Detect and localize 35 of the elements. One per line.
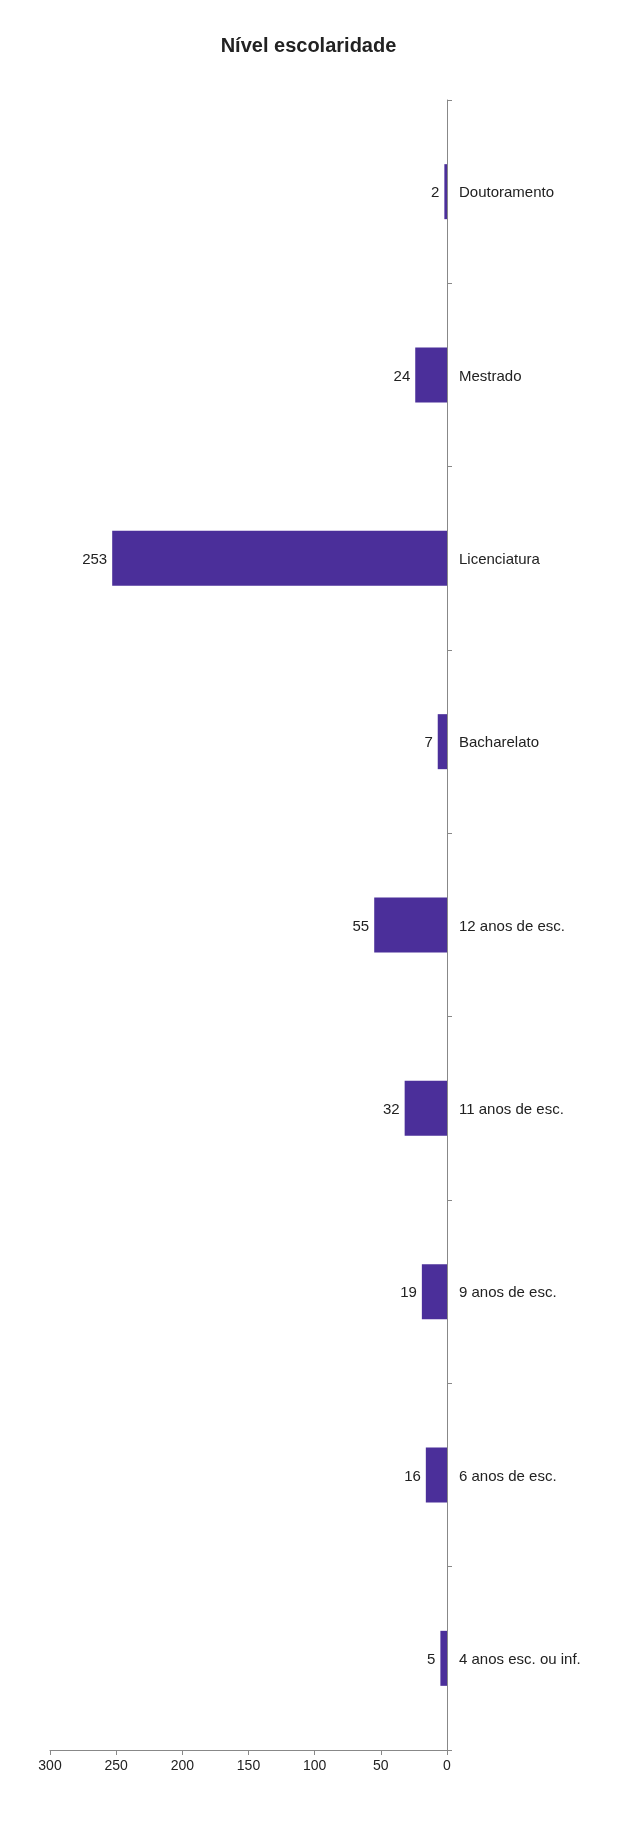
bar (374, 897, 447, 953)
data-label: 253 (82, 549, 108, 567)
data-label: 19 (400, 1283, 417, 1301)
x-tick-label: 300 (38, 1757, 62, 1773)
x-tick-label: 150 (236, 1757, 261, 1773)
x-tick-label: 50 (373, 1757, 389, 1773)
y-tick-label: Mestrado (459, 366, 522, 384)
y-tick-label: 12 anos de esc. (459, 916, 565, 934)
x-tick-label: 200 (170, 1757, 195, 1773)
chart-title: Nível escolaridade (220, 34, 397, 56)
x-tick-label: 250 (104, 1757, 129, 1773)
bar (437, 714, 447, 770)
bar (112, 530, 447, 586)
x-tick-label: 100 (302, 1757, 327, 1773)
data-label: 24 (393, 366, 411, 384)
bar (404, 1080, 447, 1136)
x-tick-label: 0 (443, 1757, 452, 1773)
y-tick-label: Bacharelato (459, 733, 540, 751)
data-label: 7 (424, 733, 433, 751)
data-label: 32 (382, 1099, 400, 1117)
data-label: 55 (352, 916, 370, 934)
bar (444, 164, 447, 220)
data-label: 2 (431, 183, 440, 201)
data-label: 16 (404, 1466, 421, 1484)
bar (415, 347, 447, 403)
y-tick-label: 9 anos de esc. (459, 1283, 557, 1301)
y-tick-label: 11 anos de esc. (459, 1099, 564, 1117)
bar (421, 1264, 447, 1320)
y-tick-label: Licenciatura (459, 549, 541, 567)
y-tick-label: 6 anos de esc. (459, 1466, 557, 1484)
bar (425, 1447, 447, 1503)
y-tick-label: 4 anos esc. ou inf. (459, 1649, 581, 1667)
data-label: 5 (427, 1649, 436, 1667)
bar (440, 1630, 447, 1686)
y-tick-label: Doutoramento (459, 183, 555, 201)
